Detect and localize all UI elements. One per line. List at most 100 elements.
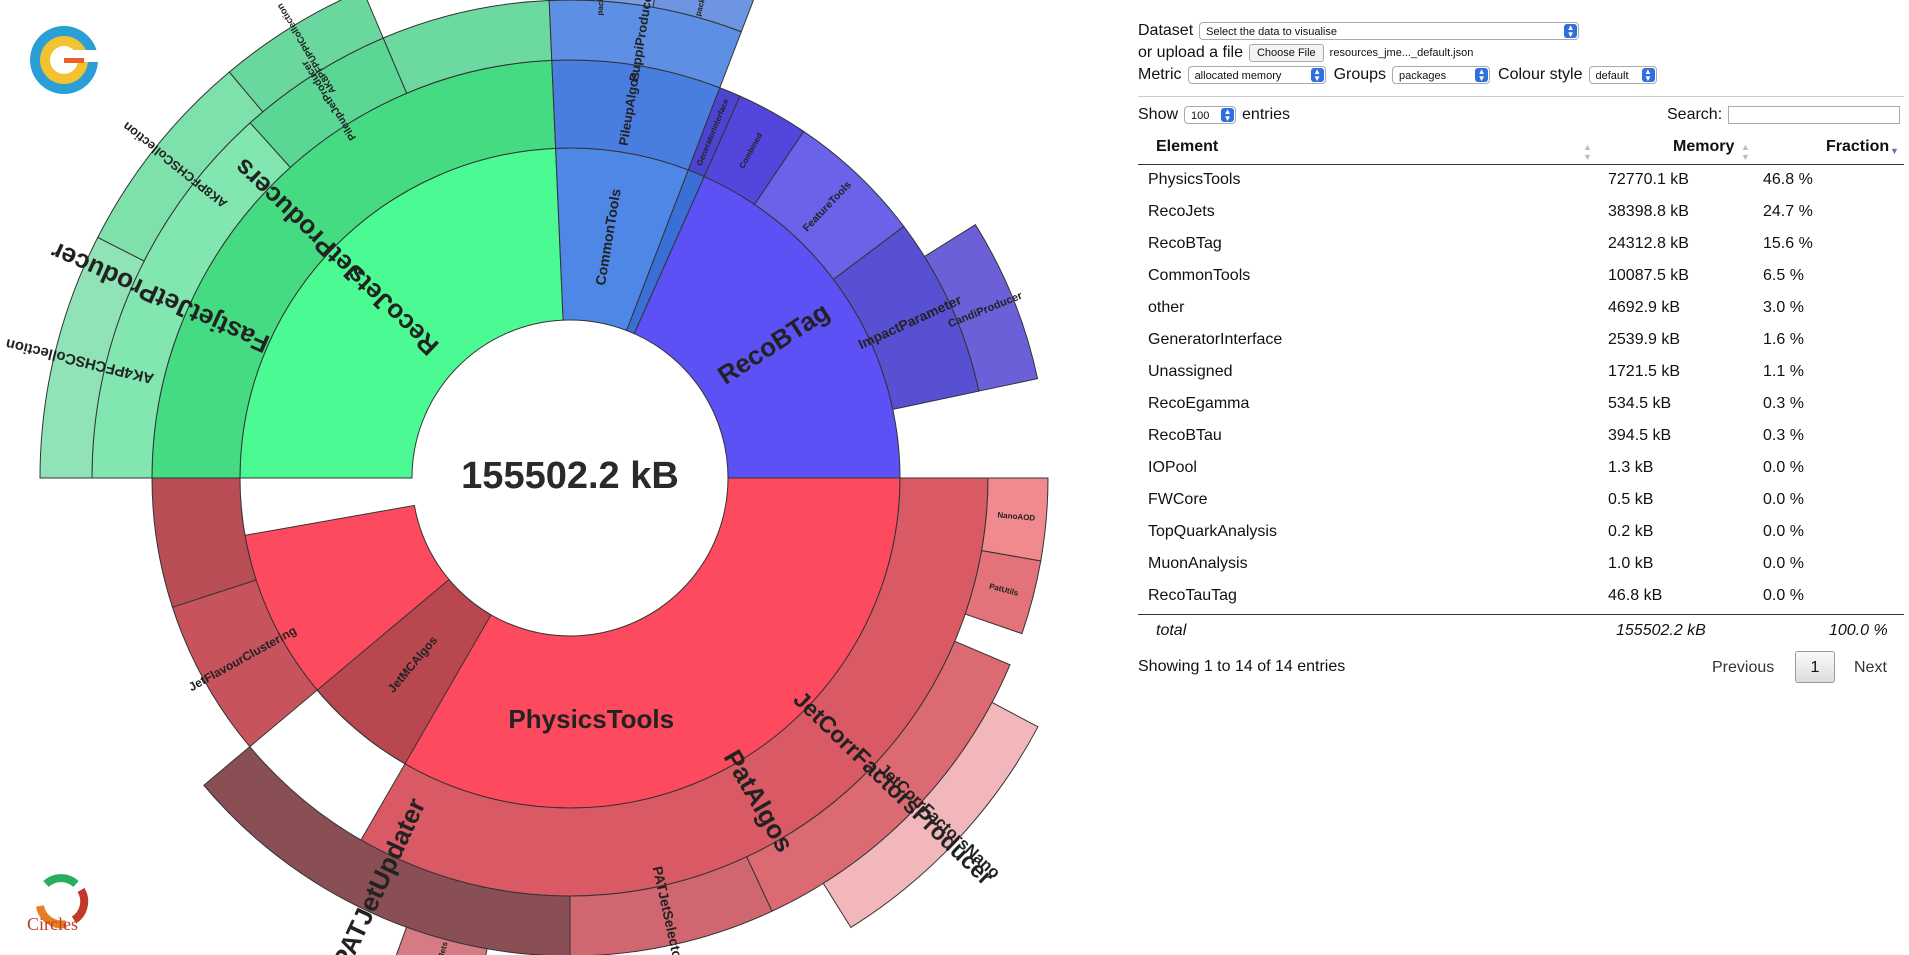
fraction-cell: 0.0 % (1763, 555, 1804, 572)
circles-logo-icon (36, 874, 89, 929)
colour-style-label: Colour style (1498, 66, 1583, 83)
fraction-cell: 6.5 % (1763, 267, 1804, 284)
table-row[interactable]: Unassigned 1721.5 kB 1.1 % (1138, 357, 1904, 389)
sunburst-chart-area: RecoJets CommonTools RecoBTag PhysicsTools J… (0, 0, 1120, 955)
column-header-fraction[interactable]: Fraction (1826, 138, 1890, 155)
choose-file-button[interactable]: Choose File (1248, 44, 1324, 62)
element-cell: RecoTauTag (1148, 587, 1237, 604)
memory-cell: 0.2 kB (1608, 523, 1654, 540)
fraction-cell: 0.0 % (1763, 587, 1804, 604)
sunburst-segment[interactable] (652, 0, 760, 33)
groups-label: Groups (1333, 66, 1387, 83)
table-row[interactable]: PhysicsTools 72770.1 kB 46.8 % (1138, 165, 1904, 197)
upload-row: or upload a file Choose File resources_j… (1138, 44, 1473, 62)
table-row[interactable]: RecoBTau 394.5 kB 0.3 % (1138, 421, 1904, 453)
metric-select[interactable]: allocated memory ▲ ▼ (1187, 66, 1326, 84)
memory-cell: 72770.1 kB (1608, 171, 1689, 188)
select-arrows-icon: ▲ ▼ (1310, 68, 1324, 83)
table-row[interactable]: MuonAnalysis 1.0 kB 0.0 % (1138, 549, 1904, 581)
fraction-cell: 46.8 % (1763, 171, 1813, 188)
metric-select-value: allocated memory (1194, 70, 1282, 82)
dataset-select[interactable]: Select the data to visualise ▲ ▼ (1199, 22, 1580, 40)
total-row: total 155502.2 kB 100.0 % (1138, 616, 1904, 648)
sunburst-segment[interactable] (964, 550, 1042, 635)
circles-logo-text: Circles (27, 914, 78, 934)
table-row[interactable]: RecoJets 38398.8 kB 24.7 % (1138, 197, 1904, 229)
fraction-cell: 24.7 % (1763, 203, 1813, 220)
table-row[interactable]: FWCore 0.5 kB 0.0 % (1138, 485, 1904, 517)
search-input[interactable] (1728, 106, 1901, 124)
memory-cell: 1.3 kB (1608, 459, 1654, 476)
groups-select[interactable]: packages ▲ ▼ (1392, 66, 1491, 84)
sunburst-chart[interactable]: RecoJetsCommonToolsRecoBTagPhysicsToolsJ… (0, 0, 1120, 955)
colour-style-select[interactable]: default ▲ ▼ (1588, 66, 1657, 84)
select-arrows-icon: ▲ ▼ (1221, 108, 1235, 123)
sunburst-segment[interactable] (822, 701, 1039, 929)
element-cell: RecoJets (1148, 203, 1215, 220)
fraction-cell: 1.1 % (1763, 363, 1804, 380)
sort-icon[interactable]: ▲ ▼ (1741, 142, 1750, 162)
sunburst-segment[interactable] (547, 0, 662, 8)
show-entries-select[interactable]: 100 ▲ ▼ (1184, 106, 1237, 124)
total-label: total (1156, 622, 1187, 639)
select-arrows-icon: ▲ ▼ (1641, 68, 1655, 83)
table-row[interactable]: IOPool 1.3 kB 0.0 % (1138, 453, 1904, 485)
sunburst-segment[interactable] (923, 224, 1039, 392)
element-cell: TopQuarkAnalysis (1148, 523, 1277, 540)
table-row[interactable]: RecoBTag 24312.8 kB 15.6 % (1138, 229, 1904, 261)
table-row[interactable]: other 4692.9 kB 3.0 % (1138, 293, 1904, 325)
element-cell: PhysicsTools (1148, 171, 1241, 188)
table-row[interactable]: TopQuarkAnalysis 0.2 kB 0.0 % (1138, 517, 1904, 549)
element-cell: RecoBTag (1148, 235, 1222, 252)
previous-button[interactable]: Previous (1712, 659, 1775, 676)
divider (1138, 96, 1904, 97)
sunburst-segment[interactable] (151, 477, 257, 608)
table-row[interactable]: RecoEgamma 534.5 kB 0.3 % (1138, 389, 1904, 421)
memory-cell: 46.8 kB (1608, 587, 1663, 604)
fraction-cell: 3.0 % (1763, 299, 1804, 316)
metric-row: Metric allocated memory ▲ ▼ Groups packag… (1138, 66, 1657, 84)
memory-cell: 1721.5 kB (1608, 363, 1681, 380)
table-header: Element ▲ ▼ Memory ▲ ▼ Fraction ▼ (1138, 134, 1904, 164)
select-arrows-icon: ▲ ▼ (1564, 24, 1578, 39)
app-logo-icon[interactable] (26, 22, 102, 98)
fraction-cell: 0.0 % (1763, 491, 1804, 508)
fraction-cell: 0.0 % (1763, 523, 1804, 540)
page-1-button[interactable]: 1 (1795, 651, 1835, 683)
memory-cell: 0.5 kB (1608, 491, 1654, 508)
memory-cell: 534.5 kB (1608, 395, 1672, 412)
column-header-element[interactable]: Element (1156, 138, 1219, 155)
fraction-cell: 15.6 % (1763, 235, 1813, 252)
sunburst-segment[interactable] (228, 0, 384, 113)
next-button[interactable]: Next (1854, 659, 1887, 676)
entries-label: entries (1242, 106, 1291, 123)
element-cell: RecoEgamma (1148, 395, 1250, 412)
column-header-memory[interactable]: Memory (1673, 138, 1735, 155)
colour-style-select-value: default (1595, 70, 1629, 82)
show-label: Show (1138, 106, 1179, 123)
sort-descending-icon[interactable]: ▼ (1890, 146, 1899, 156)
sunburst-segment-label: NanoAOD (997, 511, 1036, 523)
memory-cell: 394.5 kB (1608, 427, 1672, 444)
memory-cell: 24312.8 kB (1608, 235, 1689, 252)
table-row[interactable]: CommonTools 10087.5 kB 6.5 % (1138, 261, 1904, 293)
fraction-cell: 0.0 % (1763, 459, 1804, 476)
sort-icon[interactable]: ▲ ▼ (1583, 142, 1592, 162)
table-row[interactable]: RecoTauTag 46.8 kB 0.0 % (1138, 581, 1904, 613)
show-entries-row: Show 100 ▲ ▼ entries (1138, 106, 1296, 124)
table-row[interactable]: GeneratorInterface 2539.9 kB 1.6 % (1138, 325, 1904, 357)
fraction-cell: 0.3 % (1763, 427, 1804, 444)
total-fraction: 100.0 % (1829, 622, 1888, 639)
total-memory: 155502.2 kB (1616, 622, 1706, 639)
memory-cell: 10087.5 kB (1608, 267, 1689, 284)
element-cell: IOPool (1148, 459, 1197, 476)
sunburst-segment[interactable] (389, 926, 488, 955)
groups-select-value: packages (1399, 70, 1447, 82)
footer-divider (1138, 614, 1904, 615)
upload-label: or upload a file (1138, 44, 1243, 61)
file-name: resources_jme..._default.json (1329, 47, 1474, 59)
element-cell: Unassigned (1148, 363, 1233, 380)
select-arrows-icon: ▲ ▼ (1475, 68, 1489, 83)
sunburst-center-label: 155502.2 kB (461, 455, 679, 497)
element-cell: CommonTools (1148, 267, 1251, 284)
